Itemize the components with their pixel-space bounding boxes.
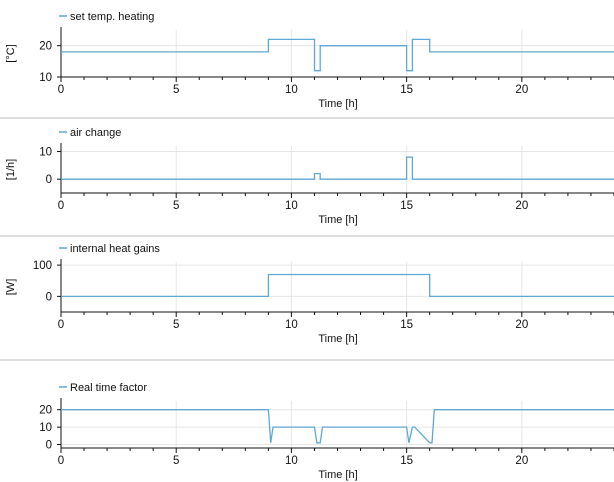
x-tick-label: 20 (515, 84, 528, 96)
x-tick-label: 0 (58, 84, 64, 96)
x-tick-label: 15 (400, 319, 413, 331)
x-tick-label: 0 (58, 200, 64, 212)
x-axis-title: Time [h] (318, 469, 357, 481)
y-axis-title: [1/h] (5, 159, 17, 180)
x-axis-title: Time [h] (318, 333, 357, 345)
x-tick-label: 0 (58, 319, 64, 331)
x-tick-label: 0 (58, 455, 64, 467)
series-line (61, 156, 614, 180)
x-tick-label: 15 (400, 200, 413, 212)
x-tick-label: 10 (285, 84, 298, 96)
y-tick-label: 10 (39, 422, 52, 434)
y-axis-title: [°C] (5, 44, 17, 62)
y-tick-label: 10 (39, 147, 52, 159)
x-tick-label: 20 (515, 319, 528, 331)
legend-label: Real time factor (70, 382, 147, 394)
x-axis-title: Time [h] (318, 98, 357, 110)
series-line (61, 273, 614, 298)
x-tick-label: 20 (515, 200, 528, 212)
y-tick-label: 20 (39, 41, 52, 53)
x-tick-label: 20 (515, 455, 528, 467)
legend-label: air change (70, 127, 121, 139)
y-tick-label: 0 (46, 174, 52, 186)
y-axis-title: [W] (5, 279, 17, 296)
x-axis-title: Time [h] (318, 214, 357, 226)
x-tick-label: 10 (285, 319, 298, 331)
y-tick-label: 0 (46, 440, 52, 452)
y-tick-label: 100 (33, 260, 52, 272)
x-tick-label: 10 (285, 455, 298, 467)
series-line (61, 38, 614, 72)
x-tick-label: 5 (173, 455, 179, 467)
x-tick-label: 5 (173, 319, 179, 331)
y-tick-label: 10 (39, 72, 52, 84)
x-tick-label: 5 (173, 84, 179, 96)
legend-label: set temp. heating (70, 11, 154, 23)
legend-label: internal heat gains (70, 243, 160, 255)
y-tick-label: 20 (39, 405, 52, 417)
x-tick-label: 10 (285, 200, 298, 212)
series-line (61, 409, 614, 444)
y-tick-label: 0 (46, 291, 52, 303)
x-tick-label: 15 (400, 455, 413, 467)
x-tick-label: 5 (173, 200, 179, 212)
x-tick-label: 15 (400, 84, 413, 96)
